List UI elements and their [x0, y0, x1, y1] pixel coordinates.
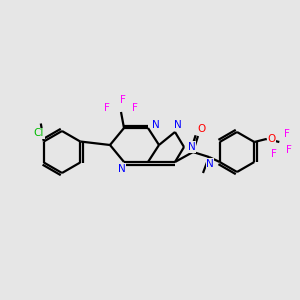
- Text: N: N: [174, 120, 182, 130]
- Text: N: N: [188, 142, 196, 152]
- Text: N: N: [118, 164, 126, 174]
- Text: F: F: [132, 103, 138, 113]
- Text: Cl: Cl: [34, 128, 44, 139]
- Text: F: F: [272, 149, 277, 159]
- Text: F: F: [286, 145, 292, 155]
- Text: N: N: [206, 159, 214, 169]
- Text: O: O: [267, 134, 275, 144]
- Text: N: N: [152, 120, 160, 130]
- Text: F: F: [120, 95, 126, 105]
- Text: O: O: [197, 124, 205, 134]
- Text: F: F: [104, 103, 110, 113]
- Text: F: F: [284, 129, 290, 139]
